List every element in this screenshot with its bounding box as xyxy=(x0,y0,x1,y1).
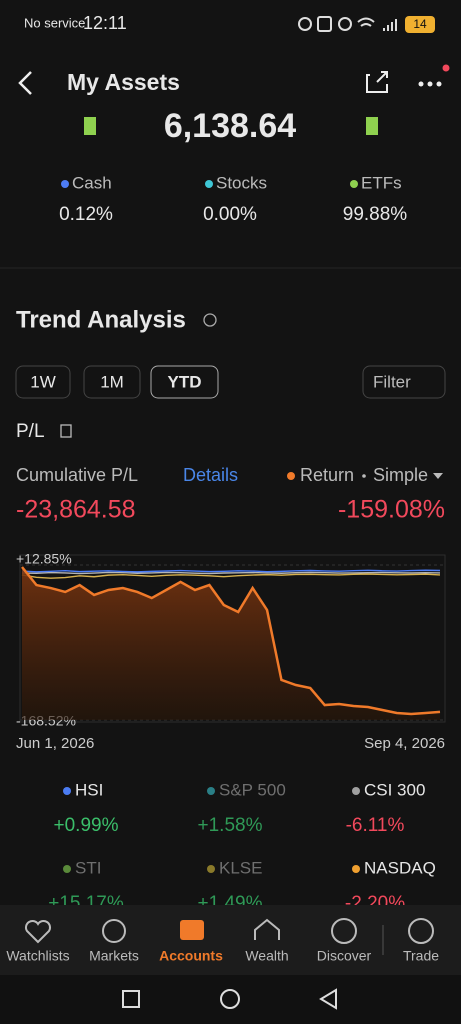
cumulative-label: Cumulative P/L xyxy=(16,465,138,485)
nav-item[interactable]: Watchlists xyxy=(6,948,69,964)
home-button[interactable] xyxy=(220,989,240,1009)
nav-item[interactable]: Wealth xyxy=(245,948,288,964)
nav-bar xyxy=(0,905,461,975)
legend-dot xyxy=(287,472,295,480)
chart-frame xyxy=(19,554,446,723)
benchmark-change: +0.99% xyxy=(54,815,119,836)
nav-item[interactable]: Markets xyxy=(89,948,139,964)
period-label[interactable]: 1W xyxy=(30,372,56,391)
benchmark-name[interactable]: STI xyxy=(75,858,101,877)
filter-button[interactable] xyxy=(362,365,446,399)
allocation-label: ETFs xyxy=(361,173,402,192)
decor xyxy=(84,117,96,135)
more-button[interactable] xyxy=(418,64,450,87)
benchmark-dot xyxy=(63,787,71,795)
nav-item[interactable]: Discover xyxy=(317,948,372,964)
decor xyxy=(366,117,378,135)
battery-level: 14 xyxy=(413,17,427,31)
share-button[interactable] xyxy=(366,71,388,93)
system-bar xyxy=(0,975,461,1024)
period-label[interactable]: YTD xyxy=(168,372,202,391)
benchmark-dot xyxy=(352,787,360,795)
allocation-value: 99.88% xyxy=(343,204,408,225)
period-label[interactable]: 1M xyxy=(100,372,124,391)
back-button[interactable] xyxy=(18,71,32,95)
separator xyxy=(362,474,366,478)
back-nav-button[interactable] xyxy=(319,988,337,1010)
cumulative-value: -23,864.58 xyxy=(16,496,136,524)
allocation-dot xyxy=(205,180,213,188)
benchmark-name[interactable]: KLSE xyxy=(219,858,262,877)
pl-label: P/L xyxy=(16,421,45,442)
y-tick-label: +12.85% xyxy=(16,551,72,567)
allocation-dot xyxy=(350,180,358,188)
line xyxy=(21,573,441,579)
line xyxy=(21,569,441,573)
details-link[interactable]: Details xyxy=(183,465,238,485)
total-value: 6,138.64 xyxy=(164,107,296,145)
filter-label[interactable]: Filter xyxy=(373,372,411,391)
nav-icons xyxy=(24,918,434,944)
return-label[interactable]: Return xyxy=(300,465,354,485)
period-button[interactable] xyxy=(83,365,141,399)
area xyxy=(22,567,440,720)
return-mode[interactable]: Simple xyxy=(373,465,428,485)
allocation-label: Cash xyxy=(72,173,112,192)
info-icon[interactable] xyxy=(203,313,217,327)
time: 12:11 xyxy=(83,13,127,33)
header-title: My Assets xyxy=(67,69,180,95)
benchmark-name[interactable]: S&P 500 xyxy=(219,780,286,799)
battery-icon xyxy=(405,16,435,33)
allocation-value: 0.00% xyxy=(203,204,257,225)
benchmark-change: +1.58% xyxy=(198,815,263,836)
benchmark-change: -6.11% xyxy=(346,815,405,836)
benchmark-dot xyxy=(207,865,215,873)
line xyxy=(21,571,441,575)
x-end-label: Sep 4, 2026 xyxy=(364,735,445,752)
nav-item[interactable]: Trade xyxy=(403,948,439,964)
benchmark-name[interactable]: NASDAQ xyxy=(364,858,436,877)
period-button[interactable] xyxy=(15,365,71,399)
allocation-dot xyxy=(61,180,69,188)
benchmark-dot xyxy=(352,865,360,873)
nav-item[interactable]: Accounts xyxy=(159,948,223,964)
x-start-label: Jun 1, 2026 xyxy=(16,735,94,752)
dropdown-icon[interactable] xyxy=(433,473,443,479)
return-value: -159.08% xyxy=(338,496,445,524)
recents-button[interactable] xyxy=(122,990,140,1008)
line xyxy=(21,566,441,716)
benchmark-dot xyxy=(207,787,215,795)
period-button[interactable] xyxy=(150,365,219,399)
copy-icon[interactable] xyxy=(60,424,72,438)
benchmark-dot xyxy=(63,865,71,873)
allocation-label: Stocks xyxy=(216,173,267,192)
allocation-value: 0.12% xyxy=(59,204,113,225)
benchmark-name[interactable]: HSI xyxy=(75,780,103,799)
benchmark-name[interactable]: CSI 300 xyxy=(364,780,425,799)
status-icons xyxy=(298,16,397,32)
carrier: No service xyxy=(24,15,85,30)
trend-title: Trend Analysis xyxy=(16,306,186,333)
